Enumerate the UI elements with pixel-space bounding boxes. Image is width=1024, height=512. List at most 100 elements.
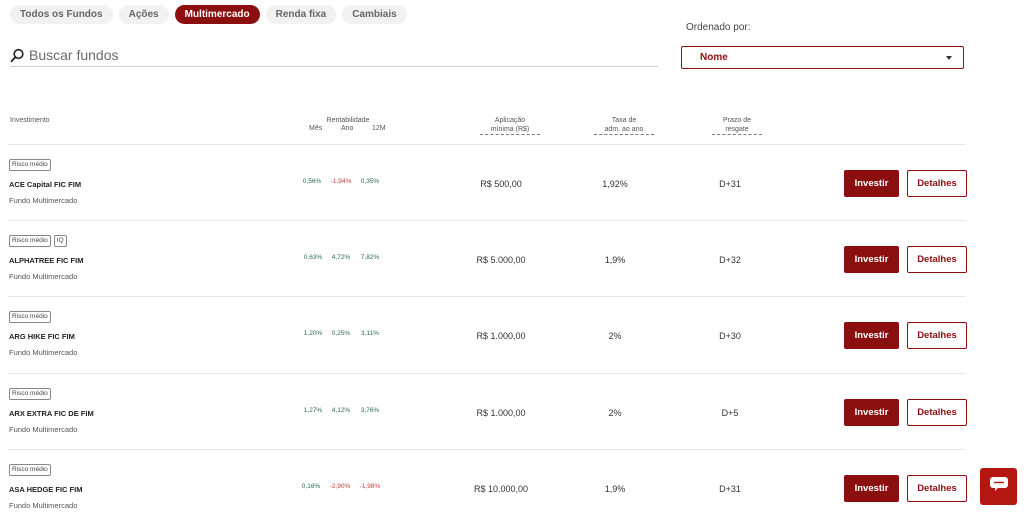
return-month: 0,63%: [303, 254, 323, 261]
risk-badge: Risco médio: [9, 311, 51, 323]
chat-icon: [989, 476, 1009, 497]
fund-name: ARX EXTRA FIC DE FIM: [9, 409, 94, 418]
return-12m: 3,76%: [360, 407, 380, 414]
tab-renda-fixa[interactable]: Renda fixa: [265, 5, 337, 24]
invest-button[interactable]: Investir: [844, 399, 899, 426]
header-min-application-line1: Aplicação: [494, 117, 526, 124]
return-12m: -1,98%: [359, 483, 381, 490]
min-application: R$ 500,00: [480, 179, 522, 189]
fund-type: Fundo Multimercado: [9, 272, 78, 281]
details-button[interactable]: Detalhes: [907, 170, 967, 197]
chevron-down-icon: [946, 55, 952, 60]
row-divider: [8, 449, 966, 450]
fund-row: Risco médio IQ ALPHATREE FIC FIM Fundo M…: [0, 221, 1024, 297]
chat-button[interactable]: [980, 468, 1017, 505]
min-application: R$ 1.000,00: [476, 408, 526, 418]
admin-fee: 2%: [608, 408, 622, 418]
header-redemption-line1: Prazo de: [722, 117, 752, 124]
return-year: -2,90%: [329, 483, 351, 490]
row-divider: [8, 220, 966, 221]
fund-badges: Risco médio: [9, 388, 51, 400]
details-button[interactable]: Detalhes: [907, 475, 967, 502]
return-year: 0,25%: [331, 330, 351, 337]
tab-acoes[interactable]: Ações: [118, 5, 169, 24]
risk-badge: Risco médio: [9, 235, 51, 247]
sort-selected-value: Nome: [700, 52, 728, 63]
return-month: 1,20%: [303, 330, 323, 337]
header-investment: Investimento: [10, 117, 50, 124]
return-month: 0,16%: [301, 483, 321, 490]
fund-badges: Risco médio IQ: [9, 235, 67, 247]
admin-fee: 1,9%: [604, 255, 626, 265]
fund-badges: Risco médio: [9, 464, 51, 476]
min-application: R$ 5.000,00: [476, 255, 526, 265]
search-bar: [10, 44, 658, 67]
return-12m: 0,35%: [360, 178, 380, 185]
return-year: 4,72%: [331, 254, 351, 261]
category-tabs: Todos os Fundos Ações Multimercado Renda…: [10, 5, 407, 24]
header-12m: 12M: [372, 125, 386, 132]
redemption-term: D+5: [721, 408, 739, 418]
header-month: Mês: [309, 125, 323, 132]
fund-row: Risco médio ARG HIKE FIC FIM Fundo Multi…: [0, 297, 1024, 373]
risk-badge: Risco médio: [9, 388, 51, 400]
return-year: 4,12%: [331, 407, 351, 414]
return-month: 1,27%: [303, 407, 323, 414]
row-divider: [8, 144, 966, 145]
redemption-term: D+30: [719, 331, 741, 341]
min-application: R$ 10.000,00: [473, 484, 529, 494]
header-year: Ano: [341, 125, 354, 132]
invest-button[interactable]: Investir: [844, 170, 899, 197]
search-icon: [10, 48, 26, 66]
return-12m: 3,11%: [361, 330, 379, 337]
header-fee-line2: adm. ao ano: [594, 125, 654, 135]
header-min-application-line2: mínima (R$): [480, 125, 540, 135]
fund-name: ALPHATREE FIC FIM: [9, 256, 84, 265]
row-divider: [8, 296, 966, 297]
header-fee: Taxa de adm. ao ano: [594, 116, 654, 135]
admin-fee: 1,92%: [602, 179, 628, 189]
fund-row: Risco médio ARX EXTRA FIC DE FIM Fundo M…: [0, 374, 1024, 450]
admin-fee: 2%: [608, 331, 622, 341]
tab-multimercado[interactable]: Multimercado: [174, 5, 260, 24]
header-profitability: Rentabilidade: [326, 117, 370, 124]
fund-type: Fundo Multimercado: [9, 501, 78, 510]
min-application: R$ 1.000,00: [476, 331, 526, 341]
tab-cambiais[interactable]: Cambiais: [342, 5, 407, 24]
header-min-application: Aplicação mínima (R$): [480, 116, 540, 135]
return-year: -1,94%: [330, 178, 352, 185]
search-input[interactable]: [29, 47, 629, 63]
details-button[interactable]: Detalhes: [907, 246, 967, 273]
invest-button[interactable]: Investir: [844, 322, 899, 349]
fund-name: ARG HIKE FIC FIM: [9, 332, 75, 341]
risk-badge: Risco médio: [9, 159, 51, 171]
details-button[interactable]: Detalhes: [907, 322, 967, 349]
fund-type: Fundo Multimercado: [9, 425, 78, 434]
redemption-term: D+31: [719, 179, 741, 189]
redemption-term: D+31: [719, 484, 741, 494]
fund-badges: Risco médio: [9, 159, 51, 171]
sort-dropdown[interactable]: Nome: [681, 46, 964, 69]
invest-button[interactable]: Investir: [844, 246, 899, 273]
return-month: 0,56%: [302, 178, 322, 185]
redemption-term: D+32: [719, 255, 741, 265]
fund-name: ASA HEDGE FIC FIM: [9, 485, 83, 494]
tab-todos-os-fundos[interactable]: Todos os Fundos: [10, 5, 113, 24]
return-12m: 7,82%: [360, 254, 380, 261]
fund-type: Fundo Multimercado: [9, 348, 78, 357]
admin-fee: 1,9%: [604, 484, 626, 494]
header-redemption: Prazo de resgate: [712, 116, 762, 135]
iq-badge: IQ: [53, 235, 67, 247]
header-redemption-line2: resgate: [712, 125, 762, 135]
fund-name: ACE Capital FIC FIM: [9, 180, 82, 189]
row-divider: [8, 373, 966, 374]
header-fee-line1: Taxa de: [611, 117, 637, 124]
fund-badges: Risco médio: [9, 311, 51, 323]
fund-row: Risco médio ACE Capital FIC FIM Fundo Mu…: [0, 145, 1024, 221]
risk-badge: Risco médio: [9, 464, 51, 476]
details-button[interactable]: Detalhes: [907, 399, 967, 426]
sort-label: Ordenado por:: [686, 22, 751, 33]
fund-type: Fundo Multimercado: [9, 196, 78, 205]
invest-button[interactable]: Investir: [844, 475, 899, 502]
fund-row: Risco médio ASA HEDGE FIC FIM Fundo Mult…: [0, 450, 1024, 512]
